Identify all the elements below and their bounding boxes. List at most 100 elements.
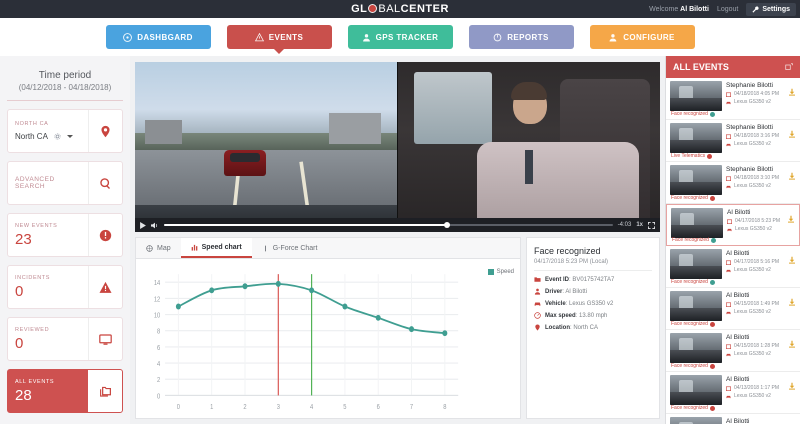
nav-tab-gps-tracker[interactable]: GPS TRACKER <box>347 25 453 49</box>
event-download-button[interactable] <box>788 377 796 390</box>
incidents-caption: INCIDENTS <box>15 274 51 281</box>
event-download-button[interactable] <box>788 125 796 138</box>
sidebar-item-advanced-search[interactable]: ADVANCED SEARCH <box>7 161 123 205</box>
event-thumbnail[interactable] <box>670 165 722 195</box>
thumbnail-highlight <box>679 338 693 352</box>
info-label: Driver <box>545 288 563 295</box>
event-list-item[interactable]: Al Bilotti 04/15/2018 1:28 PM Lexus GS350 … <box>666 330 800 372</box>
tab-g-force-chart[interactable]: G-Force Chart <box>252 238 328 258</box>
event-thumbnail[interactable] <box>670 375 722 405</box>
tab-map[interactable]: Map <box>136 238 181 258</box>
event-tag-text: Face recognized <box>671 363 708 369</box>
thumbnail-dashboard <box>670 139 722 153</box>
event-thumbnail[interactable] <box>670 81 722 111</box>
tab-speed-chart[interactable]: Speed chart <box>180 238 252 258</box>
sidebar-item-region[interactable]: NORTH CA North CA <box>7 109 123 153</box>
download-icon <box>789 382 795 390</box>
sidebar-item-incidents[interactable]: INCIDENTS 0 <box>7 265 123 309</box>
event-date-text: 04/17/2018 5:16 PM <box>734 259 780 265</box>
video-controls[interactable]: -4:03 1x <box>135 218 660 232</box>
time-period-block[interactable]: Time period (04/12/2018 - 04/18/2018) <box>7 64 123 101</box>
nav-tab-configure[interactable]: CONFIGURE <box>589 25 695 49</box>
video-progress-handle[interactable] <box>443 221 450 228</box>
event-thumbnail[interactable] <box>670 333 722 363</box>
gear-icon[interactable] <box>54 133 61 140</box>
video-player[interactable]: -4:03 1x <box>135 62 660 232</box>
events-list[interactable]: Stephanie Bilotti 04/18/2018 4:05 PM Lexus… <box>666 78 800 424</box>
nav-tab-label: CONFIGURE <box>623 32 675 42</box>
calendar-icon <box>727 218 732 224</box>
event-tag-text: Face recognized <box>671 279 708 285</box>
event-list-item[interactable]: Al Bilotti 04/17/2018 5:23 PM Lexus GS350 … <box>666 204 800 246</box>
fullscreen-icon[interactable] <box>648 221 655 229</box>
region-select[interactable]: North CA <box>15 132 81 141</box>
nav-tab-label: EVENTS <box>268 32 304 42</box>
event-thumbnail[interactable] <box>671 208 723 238</box>
sidebar-item-new-events[interactable]: NEW EVENTS 23 <box>7 213 123 257</box>
logout-link[interactable]: Logout <box>716 5 739 13</box>
event-tag: Face recognized <box>671 111 715 117</box>
event-info-title: Face recognized <box>534 246 601 256</box>
video-front-camera[interactable] <box>135 62 397 232</box>
sidebar-item-reviewed[interactable]: REVIEWED 0 <box>7 317 123 361</box>
event-meta: Stephanie Bilotti 04/18/2018 4:05 PM Lexus… <box>726 81 796 116</box>
event-download-button[interactable] <box>787 210 795 223</box>
y-axis-tick: 12 <box>154 296 161 304</box>
nav-tab-events[interactable]: EVENTS <box>226 25 332 54</box>
event-list-item[interactable]: Stephanie Bilotti 04/18/2018 4:05 PM Lexus… <box>666 78 800 120</box>
sidebar-item-all-events[interactable]: ALL EVENTS 28 <box>7 369 123 413</box>
event-driver-name: Al Bilotti <box>727 209 751 216</box>
settings-button[interactable]: Settings <box>746 2 796 16</box>
volume-icon[interactable] <box>151 222 159 229</box>
event-datetime: 04/13/2018 1:17 PM <box>726 385 796 391</box>
nav-tab-reports[interactable]: REPORTS <box>468 25 574 49</box>
event-download-button[interactable] <box>788 167 796 180</box>
thumbnail-dashboard <box>670 265 722 279</box>
event-download-button[interactable] <box>788 419 796 424</box>
speed-chart-plot[interactable]: 0 2 4 6 8 10 12 14 0 1 2 3 4 5 6 7 8 Speed <box>136 259 520 418</box>
video-time-label: -4:03 <box>617 222 632 228</box>
event-list-item[interactable]: Al Bilotti 04/15/2018 1:49 PM Lexus GS350 … <box>666 288 800 330</box>
chevron-down-icon[interactable] <box>66 135 73 138</box>
event-thumbnail[interactable] <box>670 291 722 321</box>
y-axis-tick: 10 <box>154 312 161 320</box>
events-panel-title: ALL EVENTS <box>673 62 729 72</box>
advanced-search-label: ADVANCED SEARCH <box>15 176 55 190</box>
event-thumbnail[interactable] <box>670 123 722 153</box>
video-progress-bar[interactable] <box>164 221 613 228</box>
event-datetime: 04/17/2018 5:23 PM <box>727 218 795 224</box>
event-tag-text: Face recognized <box>671 405 708 411</box>
thumbnail-highlight <box>679 128 693 142</box>
event-list-item[interactable]: Al Bilotti 04/13/2018 1:17 PM Lexus GS350 … <box>666 372 800 414</box>
person-pin-icon <box>362 33 370 41</box>
event-list-item[interactable]: Stephanie Bilotti 04/18/2018 3:10 PM Lexus… <box>666 162 800 204</box>
event-download-button[interactable] <box>788 251 796 264</box>
map-pin-icon[interactable] <box>88 110 122 152</box>
play-icon[interactable] <box>140 221 146 229</box>
event-download-button[interactable] <box>788 83 796 96</box>
event-thumbnail[interactable] <box>670 417 722 424</box>
app-logo[interactable]: GL BALCENTER <box>351 3 449 15</box>
event-download-button[interactable] <box>788 293 796 306</box>
video-speed-label[interactable]: 1x <box>636 222 643 228</box>
event-list-item[interactable]: Stephanie Bilotti 04/18/2018 3:16 PM Lexus… <box>666 120 800 162</box>
x-axis-tick: 7 <box>410 404 414 412</box>
x-axis-tick: 8 <box>443 404 447 412</box>
event-meta: Al Bilotti 04/15/2018 1:49 PM Lexus GS350 … <box>726 291 796 326</box>
event-tag: Face recognized <box>672 237 716 243</box>
event-list-item[interactable]: Al Bilotti 04/17/2018 5:16 PM Lexus GS350 … <box>666 246 800 288</box>
video-cabin-camera[interactable] <box>397 62 660 232</box>
search-icon[interactable] <box>88 162 122 204</box>
info-value: Lexus GS350 v2 <box>569 300 614 307</box>
car-icon <box>726 269 731 272</box>
export-icon[interactable] <box>785 63 793 71</box>
event-datetime: 04/17/2018 5:16 PM <box>726 259 796 265</box>
nav-tab-dashboard[interactable]: DASHBGARD <box>105 25 211 49</box>
lower-panel: Map Speed chart G-Force Chart 0 2 4 6 8 10 12 1… <box>135 237 660 419</box>
event-thumbnail[interactable] <box>670 249 722 279</box>
event-download-button[interactable] <box>788 335 796 348</box>
welcome-text: Welcome Al Bilotti <box>649 5 709 13</box>
